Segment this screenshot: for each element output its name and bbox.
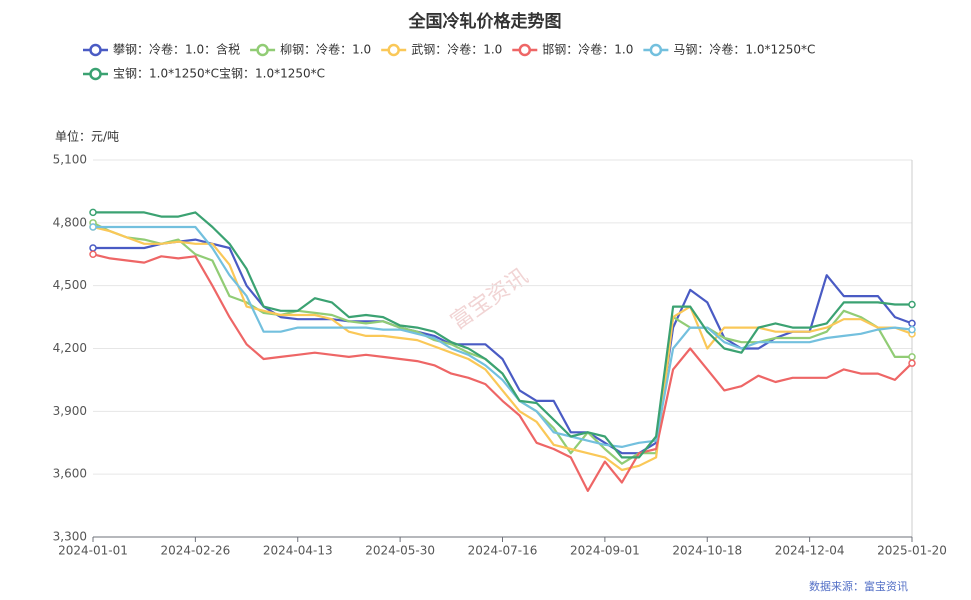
y-tick-label: 3,300 [53, 530, 87, 544]
y-tick-label: 3,900 [53, 404, 87, 418]
y-tick-label: 4,500 [53, 278, 87, 292]
end-point [89, 223, 97, 231]
y-tick-label: 4,800 [53, 215, 87, 229]
source: 数据来源：富宝资讯 [809, 579, 908, 593]
legend-label: 邯钢：冷卷：1.0 [542, 42, 633, 57]
legend-label: 马钢：冷卷：1.0*1250*C [673, 42, 815, 57]
series-line [93, 211, 912, 459]
legend-label: 柳钢：冷卷：1.0 [280, 42, 371, 57]
end-point [908, 319, 916, 328]
watermark: 富宝资讯 [446, 264, 532, 335]
series-line [93, 238, 913, 455]
legend-marker [649, 43, 663, 57]
x-tick-label: 2024-04-13 [263, 544, 333, 558]
legend-item[interactable]: 武钢：冷卷：1.0 [381, 42, 502, 57]
x-tick-label: 2024-12-04 [775, 544, 845, 558]
end-point [908, 325, 916, 334]
x-tick-label: 2024-10-18 [672, 544, 742, 558]
chart-title: 全国冷轧价格走势图 [408, 11, 562, 32]
legend-marker [518, 43, 532, 57]
legend-item[interactable]: 马钢：冷卷：1.0*1250*C [643, 42, 815, 57]
legend-item[interactable]: 柳钢：冷卷：1.0 [250, 42, 371, 57]
x-tick-label: 2024-07-16 [468, 544, 538, 558]
series-line [92, 253, 913, 492]
legend-marker [256, 43, 269, 57]
x-tick-label: 2024-02-26 [161, 544, 231, 558]
end-point [89, 244, 97, 252]
unit-label: 单位：元/吨 [55, 129, 119, 144]
series-line [93, 225, 913, 448]
legend-label: 攀钢：冷卷：1.0：含税 [113, 42, 240, 57]
legend-item[interactable]: 攀钢：冷卷：1.0：含税 [83, 42, 240, 57]
y-tick-label: 5,100 [53, 153, 87, 167]
legend-marker [89, 67, 102, 81]
legend-label: 武钢：冷卷：1.0 [411, 42, 502, 57]
x-tick-label: 2024-09-01 [570, 544, 640, 558]
y-tick-label: 3,600 [53, 467, 87, 481]
end-point [908, 353, 916, 361]
legend-item[interactable]: 宝钢：1.0*1250*C宝钢：1.0*1250*C [83, 67, 325, 81]
y-tick-label: 4,200 [53, 341, 87, 355]
end-point [89, 250, 97, 258]
end-point [908, 359, 916, 367]
legend-marker [387, 43, 400, 57]
series-line [92, 225, 913, 472]
end-point [908, 300, 916, 309]
end-point [89, 208, 97, 217]
x-tick-label: 2024-01-01 [58, 544, 128, 558]
x-tick-label: 2024-05-30 [365, 544, 435, 558]
legend-label: 宝钢：1.0*1250*C宝钢：1.0*1250*C [113, 67, 325, 81]
x-tick-label: 2025-01-20 [877, 544, 947, 558]
legend-item[interactable]: 邯钢：冷卷：1.0 [512, 42, 633, 57]
legend-marker [89, 43, 102, 57]
